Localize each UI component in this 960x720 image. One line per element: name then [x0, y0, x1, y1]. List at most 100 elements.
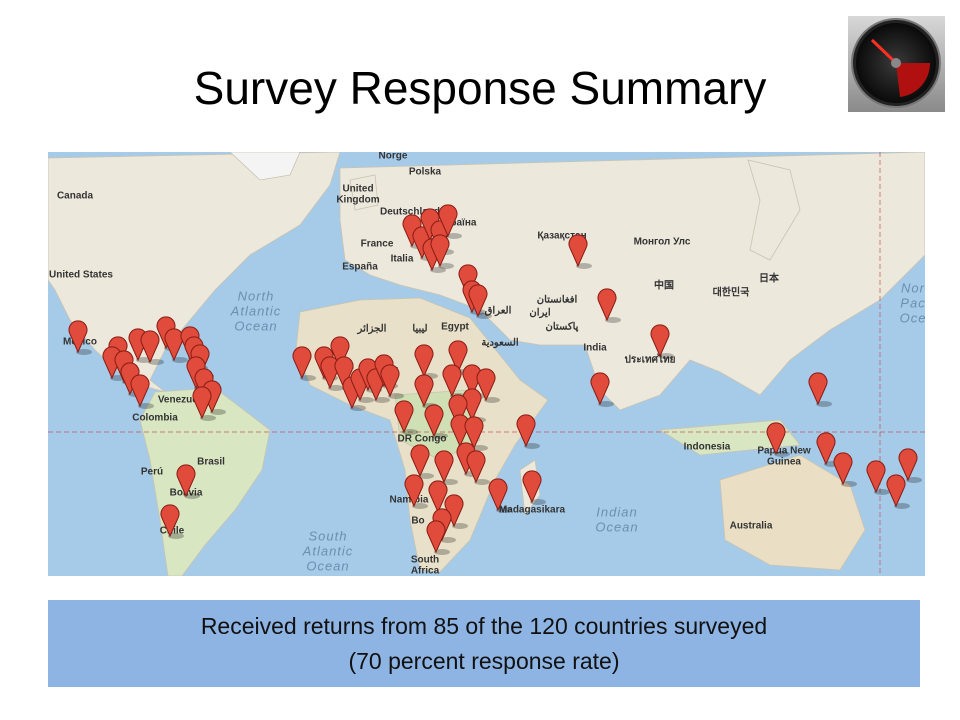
- map-label: Namibia: [390, 495, 429, 506]
- response-pin: [766, 422, 786, 456]
- response-pin: [434, 450, 454, 484]
- map-label: Colombia: [132, 413, 178, 424]
- response-pin: [424, 404, 444, 438]
- map-label: Atlantic: [302, 543, 354, 558]
- pin-shadow: [434, 549, 450, 555]
- response-pin: [414, 374, 434, 408]
- map-label: 中国: [654, 279, 674, 292]
- pin-shadow: [576, 263, 592, 269]
- pin-shadow: [430, 267, 446, 273]
- map-label: Қазақстан: [537, 231, 586, 242]
- map-label: السعودية: [481, 338, 519, 349]
- map-label: ایران: [529, 308, 550, 319]
- response-pin: [156, 316, 176, 350]
- pin-shadow: [774, 451, 790, 457]
- pin-shadow: [472, 445, 488, 451]
- pin-shadow: [658, 353, 674, 359]
- map-label: Egypt: [441, 322, 469, 333]
- response-pin: [292, 346, 312, 380]
- pin-shadow: [412, 503, 428, 509]
- response-pin: [476, 368, 496, 402]
- pin-shadow: [484, 397, 500, 403]
- pin-shadow: [402, 429, 418, 435]
- pin-shadow: [418, 473, 434, 479]
- map-label: Canada: [57, 191, 94, 202]
- pin-shadow: [524, 443, 540, 449]
- response-pin: [140, 330, 160, 364]
- map-label: Brasil: [197, 457, 225, 468]
- response-pin: [448, 340, 468, 374]
- map-label: افغانستان: [537, 295, 578, 306]
- map-label: Guinea: [767, 457, 801, 468]
- map-label: Ocean: [306, 558, 349, 573]
- map-label: Madagasikara: [499, 505, 566, 516]
- pin-shadow: [605, 317, 621, 323]
- pin-shadow: [442, 479, 458, 485]
- pin-shadow: [598, 401, 614, 407]
- pin-shadow: [530, 499, 546, 505]
- response-pin: [464, 416, 484, 450]
- map-label: North: [238, 288, 275, 303]
- pin-shadow: [438, 263, 454, 269]
- response-pin: [468, 284, 488, 318]
- map-label: Indian: [596, 504, 637, 519]
- map-label: Venezuela: [158, 395, 207, 406]
- pin-shadow: [874, 489, 890, 495]
- map-label: Australia: [730, 521, 773, 532]
- map-label: France: [361, 239, 394, 250]
- pin-shadow: [841, 481, 857, 487]
- response-pin: [420, 208, 440, 242]
- map-label: Italia: [391, 254, 414, 265]
- response-pin: [414, 344, 434, 378]
- caption-line: Received returns from 85 of the 120 coun…: [201, 613, 767, 639]
- map-label: العراق: [485, 306, 512, 317]
- response-pin: [898, 448, 918, 482]
- gauge-icon: [848, 16, 945, 112]
- response-pin: [590, 372, 610, 406]
- map-label: Africa: [411, 566, 440, 577]
- caption-line: (70 percent response rate): [348, 648, 619, 674]
- response-pin: [430, 234, 450, 268]
- pin-shadow: [300, 375, 316, 381]
- map-label: Монгол Улс: [634, 237, 691, 248]
- map-label: Atlantic: [230, 303, 282, 318]
- map-label: Norge: [379, 151, 408, 162]
- map-label: DR Congo: [398, 434, 447, 445]
- pin-shadow: [200, 415, 216, 421]
- caption-box: [48, 600, 920, 687]
- response-pin: [866, 460, 886, 494]
- response-pin: [466, 450, 486, 484]
- pin-shadow: [446, 233, 462, 239]
- response-pin: [176, 464, 196, 498]
- map-label: الجزائر: [357, 324, 387, 335]
- pin-shadow: [148, 359, 164, 365]
- pin-shadow: [388, 393, 404, 399]
- pin-shadow: [138, 403, 154, 409]
- pin-shadow: [350, 405, 366, 411]
- response-pin: [402, 214, 422, 248]
- map-label: South: [309, 528, 348, 543]
- response-pin: [808, 372, 828, 406]
- pin-shadow: [476, 313, 492, 319]
- map-label: Pac: [900, 295, 925, 310]
- pin-shadow: [452, 523, 468, 529]
- pin-shadow: [496, 507, 512, 513]
- pin-shadow: [432, 433, 448, 439]
- response-pin: [194, 368, 214, 402]
- map-label: España: [342, 262, 378, 273]
- response-pin: [186, 356, 206, 390]
- response-pin: [380, 364, 400, 398]
- map-label: ليبيا: [412, 324, 427, 335]
- map-label: Україна: [440, 218, 477, 229]
- response-pin: [426, 520, 446, 554]
- response-pin: [522, 470, 542, 504]
- response-pin: [192, 386, 212, 420]
- pin-shadow: [210, 409, 226, 415]
- response-pin: [886, 474, 906, 508]
- response-pin: [458, 264, 478, 298]
- map-label: Bo: [411, 516, 424, 527]
- pin-shadow: [328, 385, 344, 391]
- response-pin: [330, 336, 350, 370]
- map-label: South: [411, 555, 439, 566]
